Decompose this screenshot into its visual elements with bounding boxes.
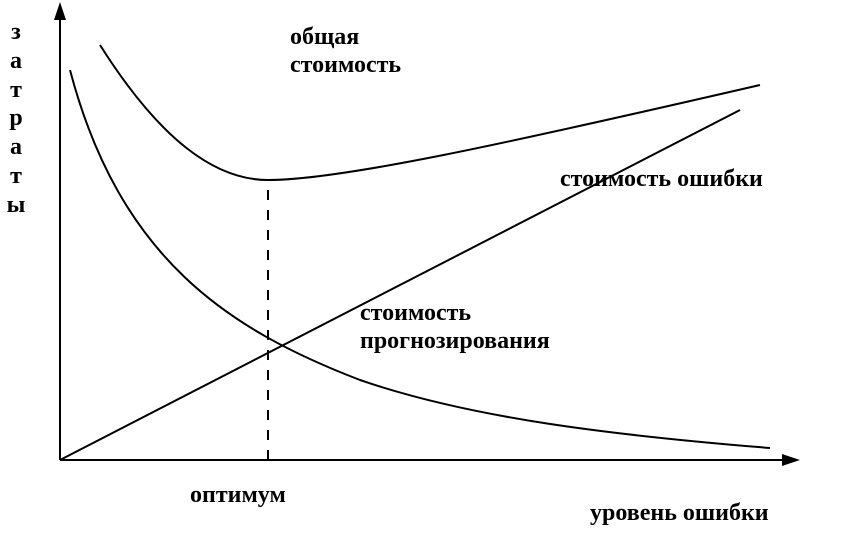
forecast-cost-label: стоимость прогнозирования bbox=[360, 300, 550, 355]
y-axis-char: р bbox=[4, 104, 28, 133]
chart-svg bbox=[0, 0, 850, 548]
axes bbox=[54, 2, 800, 466]
error-cost-label: стоимость ошибки bbox=[560, 166, 763, 194]
label-line: оптимум bbox=[190, 482, 286, 508]
x-axis-label: уровень ошибки bbox=[590, 500, 769, 528]
chart-stage: з а т р а т ы общая стоимость стоимость … bbox=[0, 0, 850, 548]
y-axis-arrow bbox=[54, 2, 66, 20]
forecast-cost-curve bbox=[70, 70, 770, 448]
y-axis-char: з bbox=[4, 18, 28, 47]
total-cost-curve bbox=[100, 45, 760, 180]
label-line: стоимость bbox=[360, 300, 550, 328]
y-axis-label: з а т р а т ы bbox=[4, 18, 28, 220]
y-axis-char: ы bbox=[4, 191, 28, 220]
y-axis-char: т bbox=[4, 76, 28, 105]
total-cost-label: общая стоимость bbox=[290, 24, 401, 79]
y-axis-char: т bbox=[4, 162, 28, 191]
label-line: стоимость ошибки bbox=[560, 166, 763, 192]
x-axis-arrow bbox=[782, 454, 800, 466]
label-line: прогнозирования bbox=[360, 328, 550, 356]
label-line: стоимость bbox=[290, 52, 401, 80]
y-axis-char: а bbox=[4, 47, 28, 76]
label-line: общая bbox=[290, 24, 401, 52]
optimum-label: оптимум bbox=[190, 482, 286, 510]
y-axis-char: а bbox=[4, 133, 28, 162]
label-line: уровень ошибки bbox=[590, 500, 769, 526]
